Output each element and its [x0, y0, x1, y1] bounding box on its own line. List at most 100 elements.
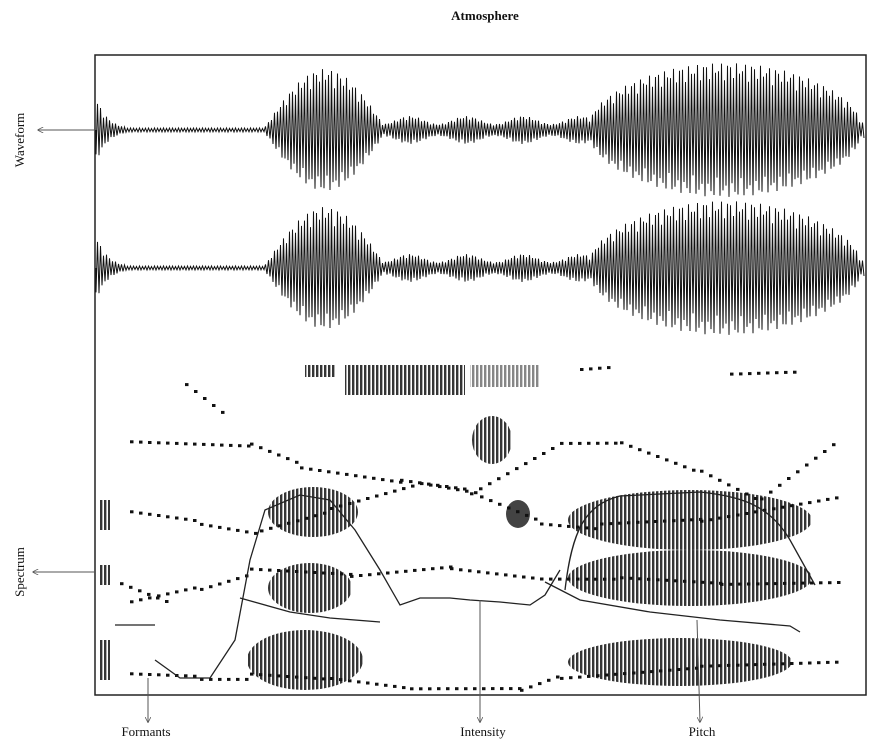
spectro-blob: [100, 565, 110, 585]
formant-dot: [585, 526, 589, 530]
formant-dot: [431, 567, 435, 571]
formant-dot: [455, 687, 459, 691]
formant-dot: [395, 570, 399, 574]
formant-dot: [699, 517, 703, 521]
formant-dot: [709, 474, 713, 478]
formant-dot: [668, 668, 672, 672]
formant-dot: [504, 573, 508, 577]
formant-dot: [449, 565, 453, 569]
formant-dot: [148, 596, 152, 600]
formant-dot: [130, 600, 134, 604]
arrows: [33, 130, 700, 722]
formant-dot: [531, 576, 535, 580]
formant-dot: [808, 501, 812, 505]
formant-dot: [826, 660, 830, 664]
formant-dot: [710, 581, 714, 585]
formant-dot: [835, 496, 839, 500]
formant-dot: [605, 441, 609, 445]
formant-dot: [665, 458, 669, 462]
formant-dot: [363, 475, 367, 479]
formant-dot: [632, 671, 636, 675]
formant-dot: [184, 674, 188, 678]
formant-dot: [147, 592, 151, 596]
formant-dot: [701, 580, 705, 584]
formant-dot: [814, 456, 818, 460]
formant-dot: [623, 672, 627, 676]
formant-dot: [366, 681, 370, 685]
formant-dot: [418, 481, 422, 485]
formant-dot: [569, 676, 573, 680]
formant-dot: [516, 510, 520, 514]
formant-dot: [799, 661, 803, 665]
formant-dot: [420, 482, 424, 486]
formant-dot: [835, 660, 839, 664]
formant-dot: [268, 568, 272, 572]
formant-dot: [212, 404, 216, 407]
formant-dot: [558, 577, 562, 581]
formant-dot: [567, 524, 571, 528]
formant-dot: [618, 521, 622, 525]
formant-dot: [305, 516, 309, 520]
formant-dot: [313, 676, 317, 680]
formant-dot: [585, 577, 589, 581]
formant-dot: [166, 673, 170, 677]
side-label: Waveform: [12, 113, 27, 168]
formant-dot: [193, 442, 197, 446]
formant-dot: [390, 479, 394, 483]
formant-dot: [578, 441, 582, 445]
formant-dot: [781, 662, 785, 666]
formant-dot: [427, 482, 431, 486]
formant-dot: [477, 570, 481, 574]
formant-dot: [700, 469, 704, 473]
formant-dot: [286, 675, 290, 678]
formant-dot: [309, 467, 313, 471]
formant-dot: [495, 572, 499, 576]
formant-dot: [236, 528, 240, 532]
formant-dot: [313, 571, 317, 574]
formant-dot: [203, 397, 207, 400]
formant-dot: [157, 441, 161, 445]
formant-dot: [739, 372, 743, 376]
formant-dot: [489, 499, 493, 503]
formant-dot: [681, 518, 685, 522]
formant-dot: [787, 477, 791, 480]
spectro-blob: [472, 416, 512, 464]
waveforms: [95, 63, 865, 335]
formant-dot: [647, 577, 651, 581]
formant-dot: [772, 662, 776, 666]
formant-dot: [556, 675, 560, 679]
formant-dot: [295, 460, 299, 464]
formant-dot: [736, 513, 740, 517]
formant-dot: [440, 566, 444, 570]
formant-dot: [130, 510, 134, 514]
formant-dot: [529, 685, 533, 689]
formant-dot: [156, 596, 160, 600]
formant-dot: [792, 581, 796, 585]
formant-dot: [295, 675, 299, 679]
formant-dot: [542, 452, 546, 455]
formant-dot: [184, 588, 188, 592]
formant-dot: [692, 468, 696, 472]
formant-dot: [534, 517, 538, 521]
formant-dot: [318, 469, 322, 472]
formant-dot: [419, 687, 423, 691]
formant-dot: [400, 478, 404, 482]
formant-dot: [437, 687, 441, 691]
formant-dot: [828, 581, 832, 585]
formant-dot: [377, 572, 381, 576]
formant-dot: [738, 582, 742, 586]
formant-dot: [468, 569, 472, 573]
formant-dot: [612, 577, 616, 581]
title: Atmosphere: [451, 8, 519, 23]
formant-dot: [200, 522, 204, 526]
formant-dot: [286, 457, 290, 461]
formant-dot: [402, 686, 406, 690]
formant-dot: [520, 688, 524, 692]
formant-dot: [349, 572, 353, 576]
formant-dot: [139, 672, 143, 676]
formant-dot: [139, 511, 143, 515]
formant-dot: [185, 383, 189, 387]
formant-dot: [677, 668, 681, 671]
formant-dot: [445, 485, 449, 488]
